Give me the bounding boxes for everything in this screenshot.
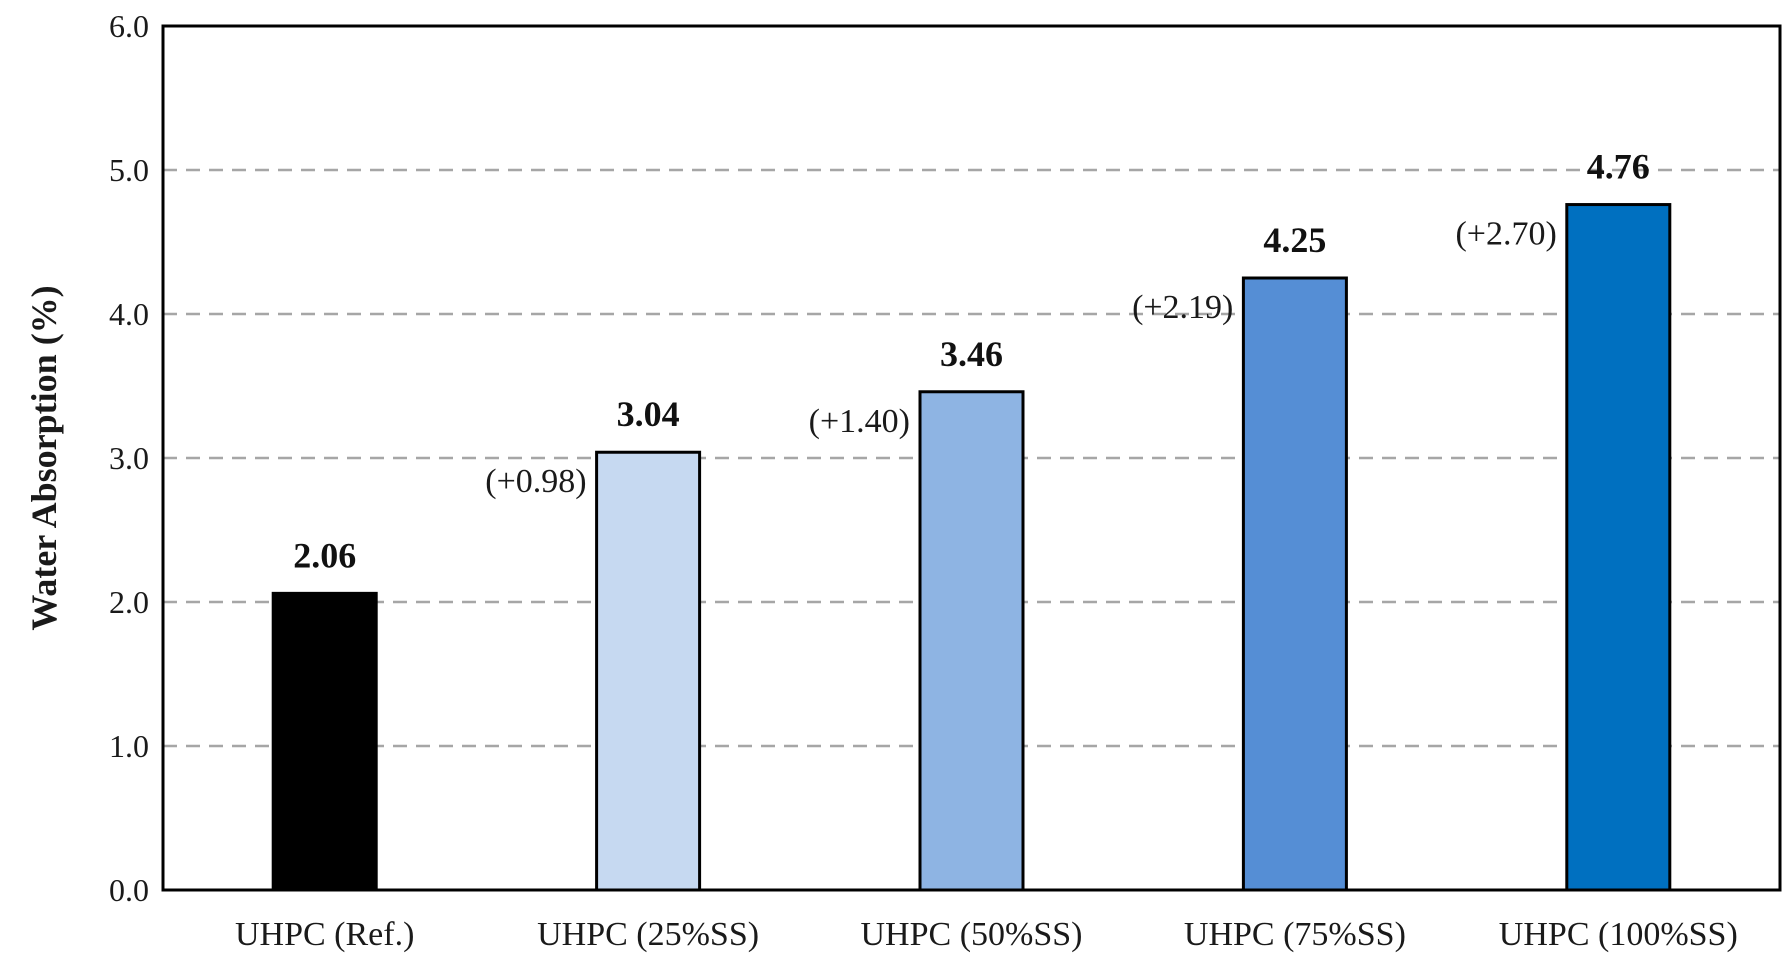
x-tick-label: UHPC (25%SS) [537,916,759,953]
bar [1241,276,1348,892]
difference-label: (+2.19) [1132,289,1233,326]
bar [271,591,378,892]
value-label: 3.46 [940,334,1003,374]
value-label: 4.76 [1587,147,1650,187]
x-tick-label: UHPC (100%SS) [1499,916,1738,953]
data-labels: 2.06 3.04 (+0.98) 3.46 (+1.40) 4.25 (+2.19) 4.7… [293,147,1650,576]
y-tick-label: 1.0 [109,728,149,764]
y-axis-ticks: 0.0 1.0 2.0 3.0 4.0 5.0 6.0 [109,8,149,908]
difference-label: (+0.98) [485,463,586,500]
bar [1565,203,1672,892]
y-tick-label: 0.0 [109,872,149,908]
y-tick-label: 2.0 [109,584,149,620]
bar [595,450,702,892]
plot-area-frame [161,24,1782,892]
x-tick-label: UHPC (50%SS) [861,916,1083,953]
bar [918,390,1025,892]
value-label: 4.25 [1263,220,1326,260]
x-tick-label: UHPC (75%SS) [1184,916,1406,953]
y-tick-label: 3.0 [109,440,149,476]
bars [271,203,1672,892]
difference-label: (+1.40) [809,403,910,440]
y-tick-label: 6.0 [109,8,149,44]
x-axis-ticks: UHPC (Ref.) UHPC (25%SS) UHPC (50%SS) UHPC … [235,916,1738,953]
y-tick-label: 5.0 [109,152,149,188]
value-label: 2.06 [293,535,356,575]
difference-label: (+2.70) [1455,216,1556,253]
value-label: 3.04 [617,394,680,434]
y-tick-label: 4.0 [109,296,149,332]
x-tick-label: UHPC (Ref.) [235,916,414,953]
y-axis-label: Water Absorption (%) [24,285,64,630]
